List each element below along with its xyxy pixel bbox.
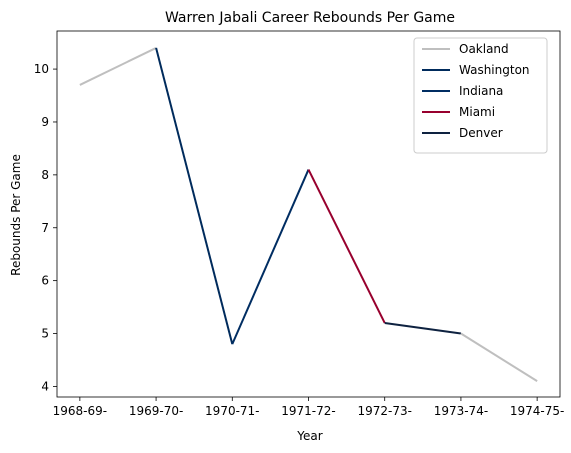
series-line-miami (307, 169, 386, 324)
x-tick-label: 1971-72- (281, 404, 335, 418)
legend-label: Indiana (459, 84, 503, 98)
legend-box (413, 37, 548, 154)
series-layer (79, 47, 538, 382)
y-axis-title: Rebounds Per Game (9, 154, 23, 276)
x-tick-label: 1970-71- (205, 404, 259, 418)
x-axis: 1968-69- 1969-70- 1970-71- 1971-72- 1972-73-… (53, 397, 564, 418)
series-line-oakland (79, 47, 157, 86)
y-tick-label: 4 (41, 379, 49, 393)
x-tick-label: 1972-73- (357, 404, 411, 418)
y-axis: 4 5 6 7 8 9 10 (34, 62, 57, 393)
y-tick-label: 5 (41, 327, 49, 341)
legend: Oakland Washington Indiana Miami Denver (413, 37, 548, 154)
series-line-indiana (231, 169, 310, 345)
x-tick-label: 1968-69- (53, 404, 107, 418)
legend-label: Oakland (459, 42, 509, 56)
series-line-denver (384, 321, 462, 335)
x-tick-label: 1974-75- (510, 404, 564, 418)
legend-label: Denver (459, 126, 503, 140)
chart-title: Warren Jabali Career Rebounds Per Game (165, 10, 455, 26)
y-tick-label: 6 (41, 274, 49, 288)
y-tick-label: 8 (41, 168, 49, 182)
x-tick-label: 1973-74- (434, 404, 488, 418)
y-tick-label: 7 (41, 221, 49, 235)
series-line-washington (155, 47, 234, 345)
x-tick-label: 1969-70- (129, 404, 183, 418)
y-tick-label: 10 (34, 62, 49, 76)
legend-label: Miami (459, 105, 495, 119)
series-line-unlabeled-5 (460, 332, 538, 382)
x-axis-title: Year (296, 429, 322, 443)
legend-label: Washington (459, 63, 530, 77)
y-tick-label: 9 (41, 115, 49, 129)
